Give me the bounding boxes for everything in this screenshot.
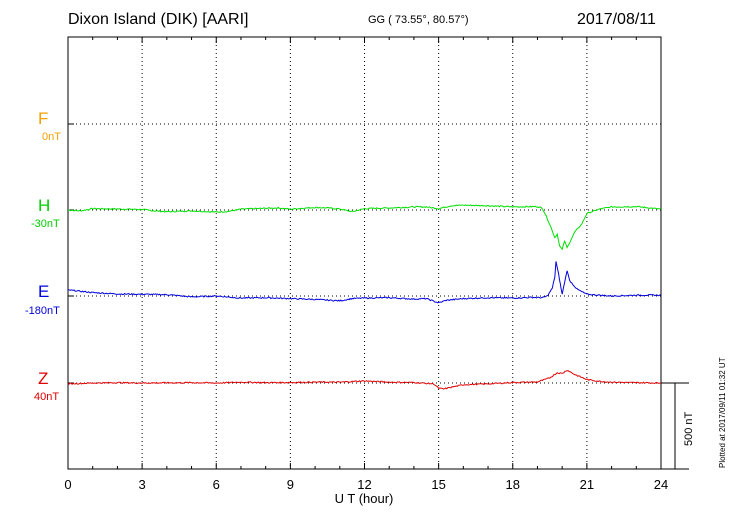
component-label-h: H: [38, 196, 51, 215]
component-label-f: F: [38, 109, 49, 128]
component-label-z: Z: [38, 369, 49, 388]
axis-ticks: 0 3 6 9 12 15 18 21 24: [64, 37, 668, 492]
baseline-label-z: 40nT: [34, 391, 60, 403]
series-line-z: [67, 370, 661, 390]
baseline-label-e: -180nT: [25, 305, 60, 317]
date-label: 2017/08/11: [577, 11, 656, 28]
baseline-label-h: -30nT: [31, 218, 60, 230]
x-tick-label-3: 3: [139, 477, 146, 492]
series-line-e: [67, 261, 662, 304]
x-tick-label-24: 24: [654, 477, 668, 492]
x-tick-label-12: 12: [357, 477, 371, 492]
coordinates-label: GG ( 73.55°, 80.57°): [368, 14, 469, 26]
x-tick-label-9: 9: [287, 477, 294, 492]
x-tick-label-15: 15: [431, 477, 445, 492]
series-group: [67, 204, 662, 390]
grid-lines: [68, 37, 661, 469]
x-tick-label-18: 18: [506, 477, 520, 492]
series-line-h: [68, 204, 662, 251]
x-axis-label: U T (hour): [335, 491, 394, 506]
baseline-label-f: 0nT: [42, 131, 61, 143]
x-tick-label-0: 0: [64, 477, 71, 492]
x-tick-label-21: 21: [580, 477, 594, 492]
x-tick-label-6: 6: [213, 477, 220, 492]
scale-bar: 500 nT: [661, 382, 695, 470]
component-label-e: E: [38, 282, 50, 301]
station-title: Dixon Island (DIK) [AARI]: [68, 11, 249, 28]
scale-bar-label: 500 nT: [683, 411, 695, 446]
